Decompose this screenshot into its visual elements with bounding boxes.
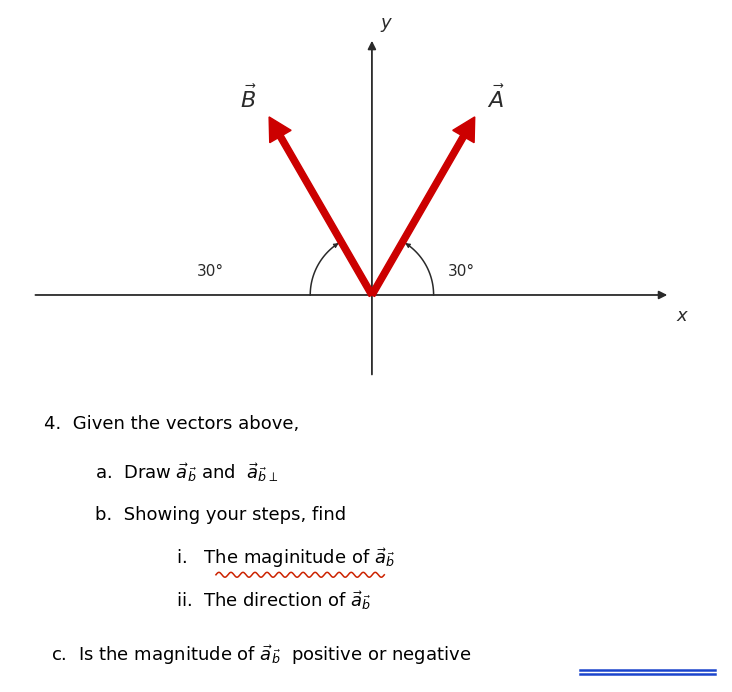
Text: 4.  Given the vectors above,: 4. Given the vectors above, xyxy=(44,415,299,433)
Text: $\vec{A}$: $\vec{A}$ xyxy=(487,86,505,113)
Text: $\vec{B}$: $\vec{B}$ xyxy=(240,86,257,113)
Text: $x$: $x$ xyxy=(676,307,690,325)
Text: 30°: 30° xyxy=(448,264,475,279)
FancyArrow shape xyxy=(269,117,375,297)
FancyArrow shape xyxy=(369,117,475,297)
Text: ii.  The direction of $\vec{a}_{\vec{b}}$: ii. The direction of $\vec{a}_{\vec{b}}$ xyxy=(176,589,371,612)
Text: a.  Draw $\vec{a}_{\vec{b}}$ and  $\vec{a}_{\vec{b}\perp}$: a. Draw $\vec{a}_{\vec{b}}$ and $\vec{a}… xyxy=(95,462,279,484)
Text: b.  Showing your steps, find: b. Showing your steps, find xyxy=(95,507,346,525)
Text: i.   The maginitude of $\vec{a}_{\vec{b}}$: i. The maginitude of $\vec{a}_{\vec{b}}$ xyxy=(176,546,395,570)
Text: c.  Is the magnitude of $\vec{a}_{\vec{b}}$  positive or negative: c. Is the magnitude of $\vec{a}_{\vec{b}… xyxy=(51,644,471,667)
Text: 30°: 30° xyxy=(197,264,224,279)
Text: $y$: $y$ xyxy=(380,16,394,34)
